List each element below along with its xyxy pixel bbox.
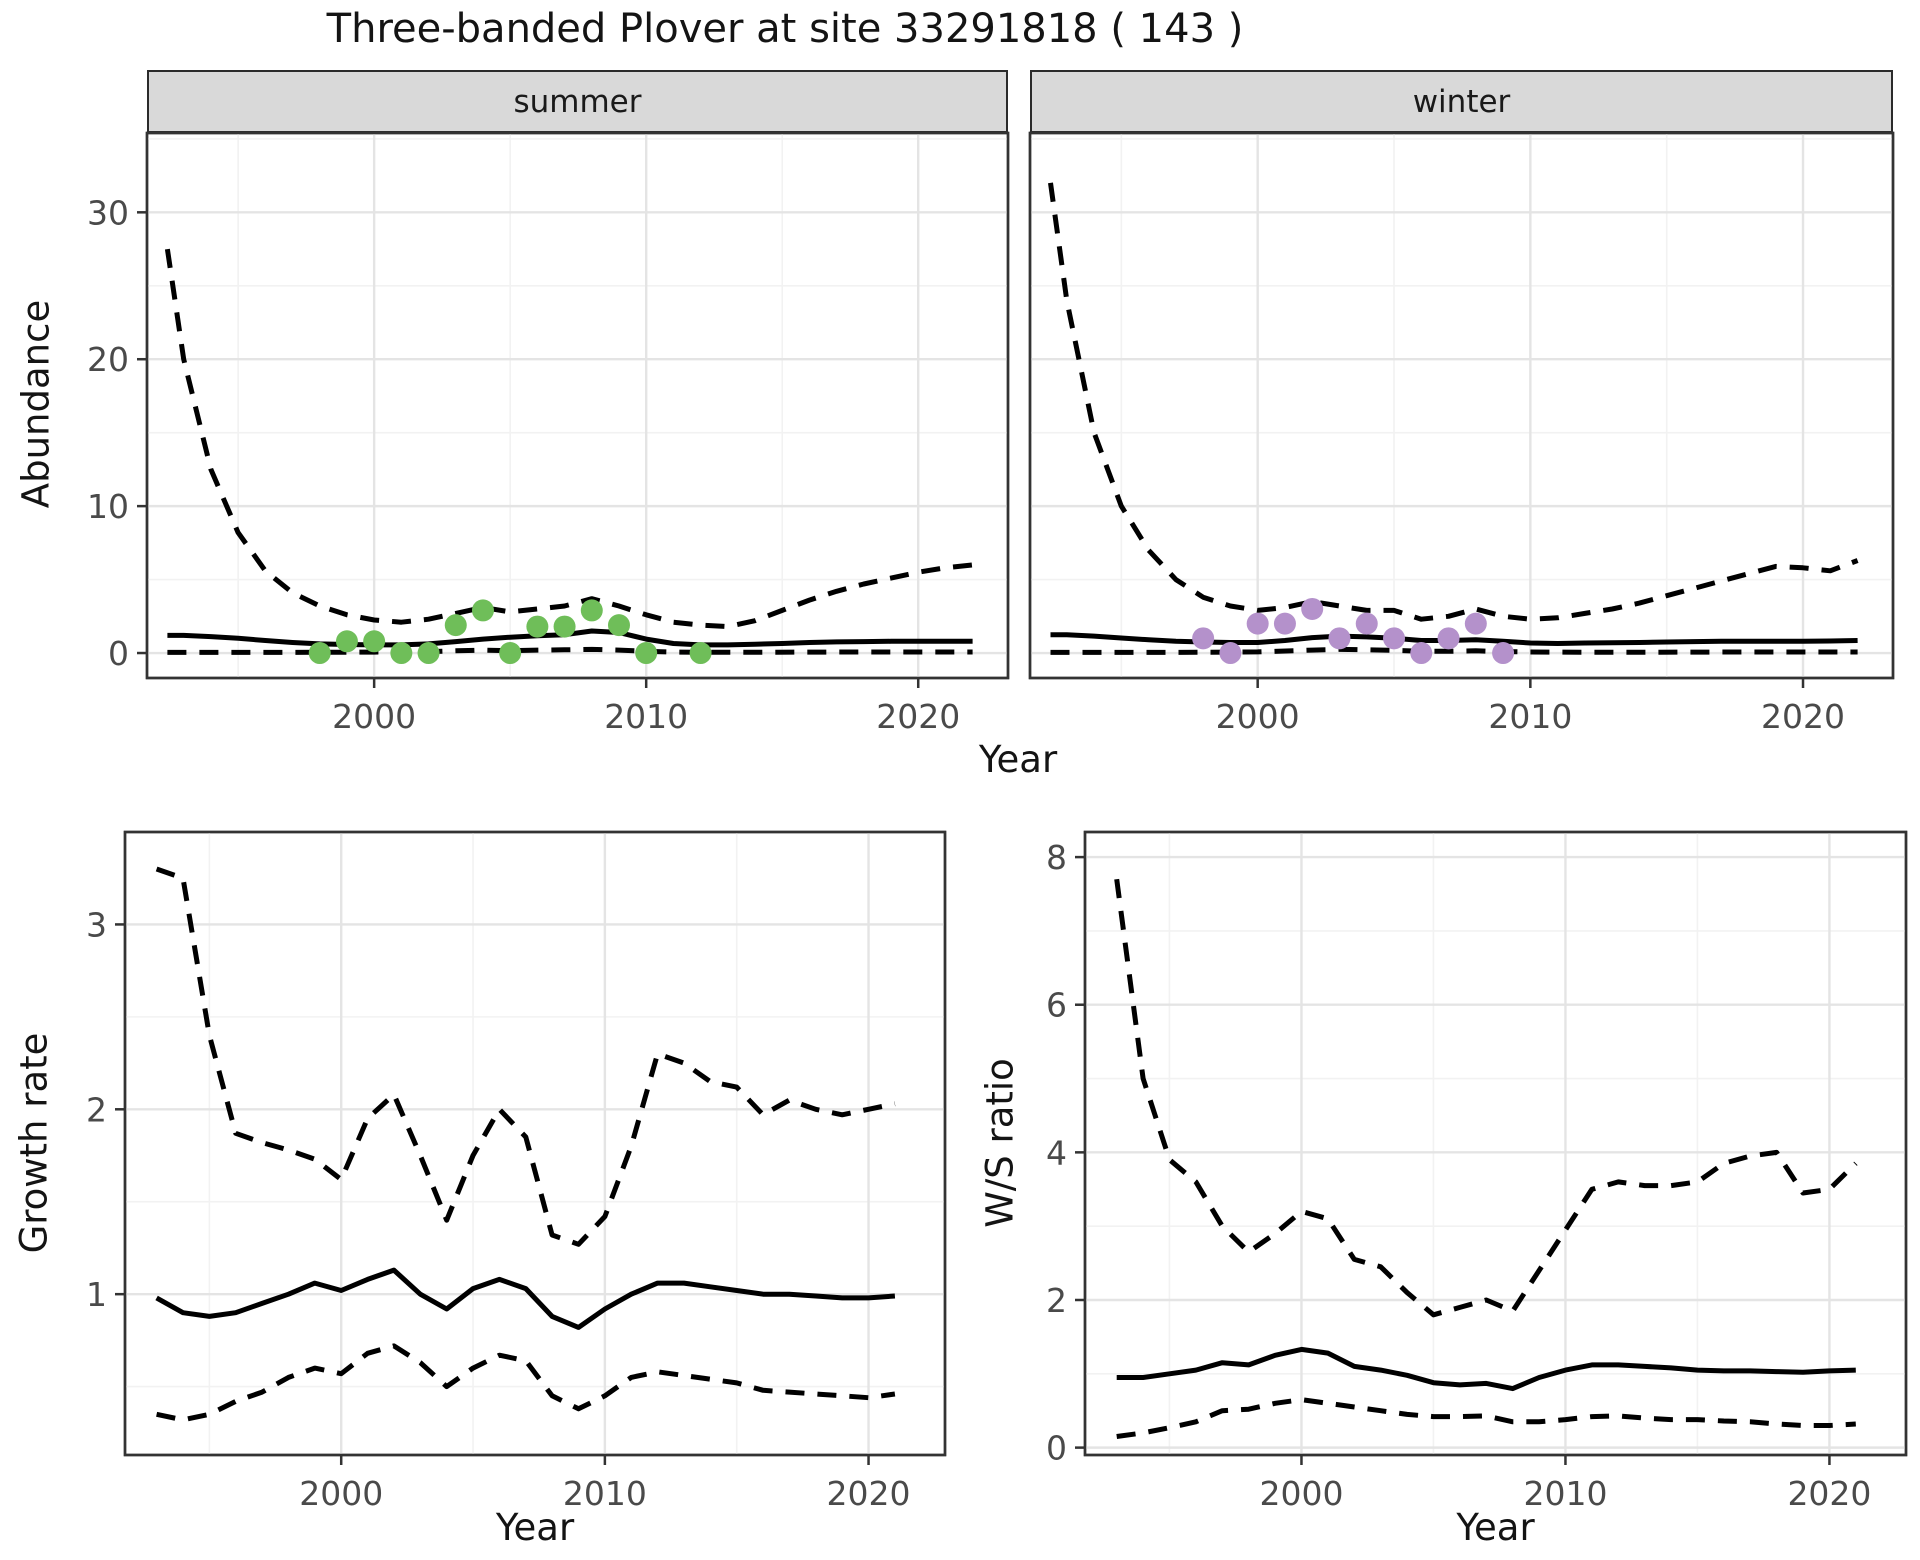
x-axis-tick-label: 2000 [332,697,416,736]
x-axis-tick-label: 2010 [604,697,688,736]
summer-observation-point [308,642,331,665]
top-year-axis-title: Year [978,738,1058,781]
winter-observation-point [1301,597,1324,620]
winter-observation-point [1273,612,1296,635]
summer-observation-point [363,630,386,653]
y-axis-tick-label: 4 [1046,1133,1067,1172]
y-axis-tick-label: 6 [1046,986,1067,1025]
ws-ratio-axis-title: W/S ratio [978,1058,1022,1228]
summer-observation-point [635,642,658,665]
x-axis-tick-label: 2020 [827,1474,911,1513]
winter-observation-point [1355,612,1378,635]
x-axis-tick-label: 2000 [1216,697,1300,736]
summer-abundance-chart: 2000 2010 2020 0 10 20 30 [87,131,1010,736]
summer-observation-point [607,614,630,637]
summer-observation-point [689,642,712,665]
growth_rate-panel-border [123,830,947,1457]
summer-observation-point [526,615,549,638]
summer-observation-point [390,642,413,665]
summer-observation-point [553,615,576,638]
summer-observation-point [499,642,522,665]
summer-lower_95_ci-line [167,646,973,655]
growth-rate-axis-title: Growth rate [12,1032,56,1254]
summer-observation-point [580,599,603,622]
winter-observation-point [1328,627,1351,650]
winter-observation-point [1219,642,1242,665]
facet-strip-summer: summer [147,70,1008,133]
ws_ratio-upper_95_ci-line [1114,878,1858,1318]
growth-year-axis-title: Year [495,1506,575,1549]
x-axis-tick-label: 2010 [1488,697,1572,736]
summer-observation-point [444,614,467,637]
y-axis-tick-label: 10 [87,487,129,526]
growth_rate-lower_95_ci-line [156,1343,896,1423]
winter-panel-background [1028,131,1895,680]
summer-observation-point [417,642,440,665]
winter-lower_95_ci-line [1050,646,1858,655]
winter-observation-point [1492,642,1515,665]
ws_ratio-median-line [1116,1346,1856,1392]
winter-observation-point [1383,627,1406,650]
y-axis-tick-label: 30 [87,193,129,232]
x-axis-tick-label: 2000 [1259,1474,1343,1513]
page-title: Three-banded Plover at site 33291818 ( 1… [326,6,1244,52]
ws-year-axis-title: Year [1456,1506,1535,1549]
winter-observation-point [1246,612,1269,635]
growth_rate-median-line [155,1267,896,1330]
winter-upper_95_ci-line [1048,182,1859,622]
ws_ratio-panel-background [1083,830,1908,1457]
x-axis-tick-label: 2020 [876,697,960,736]
ws_ratio-lower_95_ci-line [1116,1397,1856,1439]
winter-observation-point [1437,627,1460,650]
ws_ratio-panel-border [1083,830,1908,1457]
summer-panel-border [145,131,1010,680]
x-axis-tick-label: 2020 [1761,697,1845,736]
y-axis-tick-label: 3 [86,905,107,944]
winter-observation-point [1192,627,1215,650]
growth_rate-upper_95_ci-line [155,866,896,1247]
growth_rate-panel-background [123,830,947,1457]
winter-abundance-chart: 2000 2010 2020 [1028,131,1895,736]
x-axis-tick-label: 2020 [1787,1474,1871,1513]
ws-ratio-chart: 2000 2010 2020 0 2 4 6 8 [1046,830,1908,1513]
winter-panel-border [1028,131,1895,680]
summer-observation-point [471,599,494,622]
y-axis-tick-label: 0 [108,634,129,673]
x-axis-tick-label: 2000 [299,1474,383,1513]
facet-strip-summer-label: summer [513,83,642,120]
winter-observation-point [1464,612,1487,635]
y-axis-tick-label: 8 [1046,838,1067,877]
y-axis-tick-label: 20 [87,340,129,379]
facet-strip-winter-label: winter [1412,83,1511,120]
summer-panel-background [145,131,1010,680]
summer-observation-point [335,630,358,653]
abundance-axis-title: Abundance [14,299,58,509]
winter-observation-point [1410,642,1433,665]
x-axis-tick-label: 2010 [1523,1474,1607,1513]
x-axis-tick-label: 2010 [563,1474,647,1513]
growth-rate-chart: 2000 2010 2020 1 2 3 [86,830,947,1513]
facet-strip-winter: winter [1030,70,1893,133]
y-axis-tick-label: 2 [86,1090,107,1129]
summer-upper_95_ci-line [164,248,973,630]
y-axis-tick-label: 2 [1046,1281,1067,1320]
y-axis-tick-label: 1 [86,1275,107,1314]
y-axis-tick-label: 0 [1046,1429,1067,1468]
